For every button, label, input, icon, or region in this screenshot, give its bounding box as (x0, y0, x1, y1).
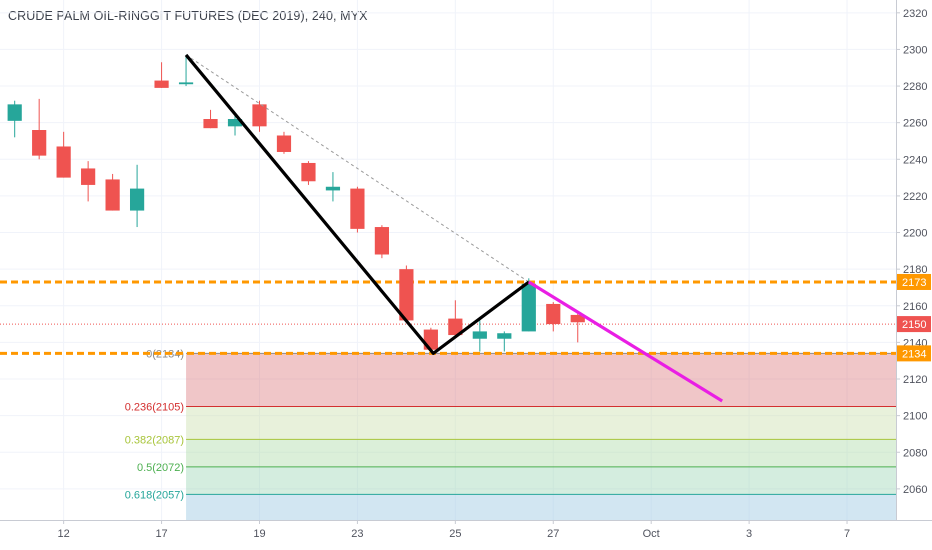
y-tick-label: 2080 (903, 447, 927, 459)
x-tick-label: 19 (253, 528, 265, 540)
candle-body (399, 269, 414, 321)
x-tick-label: 17 (155, 528, 167, 540)
fib-label: 0.236(2105) (125, 401, 184, 413)
fib-zone (186, 494, 897, 520)
y-tick-label: 2280 (903, 81, 927, 93)
horizontal-levels (0, 280, 896, 355)
candle-body (129, 188, 145, 211)
x-tick-label: 25 (449, 528, 461, 540)
drawings (184, 53, 724, 403)
y-tick-label: 2100 (903, 411, 927, 423)
candle-body (325, 186, 341, 191)
grid (0, 0, 896, 520)
y-tick-label: 2200 (903, 228, 927, 240)
x-tick-label: 23 (351, 528, 363, 540)
fibonacci-retracement: 0(2134)0.236(2105)0.382(2087)0.5(2072)0.… (125, 348, 897, 520)
candle-body (56, 146, 71, 178)
candle-body (350, 188, 365, 229)
price-tag (897, 345, 931, 362)
y-tick-label: 2120 (903, 374, 927, 386)
price-tag-label: 2134 (902, 348, 926, 360)
fib-label: 0.382(2087) (125, 434, 184, 446)
y-tick-label: 2160 (903, 301, 927, 313)
candle-body (32, 130, 47, 156)
candle-body (301, 162, 316, 182)
candle-body (448, 318, 463, 336)
x-tick-label: Oct (643, 528, 660, 540)
x-tick-label: 7 (844, 528, 850, 540)
y-tick-label: 2220 (903, 191, 927, 203)
fib-zone (186, 406, 897, 440)
y-tick-label: 2320 (903, 8, 927, 20)
trendline-magenta (527, 280, 724, 403)
y-tick-label: 2060 (903, 484, 927, 496)
candle-body (178, 82, 194, 85)
candle-body (81, 168, 96, 185)
candle-body (252, 104, 267, 127)
fib-label: 0.5(2072) (137, 462, 184, 474)
candles (7, 54, 585, 352)
candle-body (105, 179, 120, 211)
fib-zone (186, 439, 897, 467)
candle-body (521, 283, 536, 332)
price-tag-label: 2150 (902, 319, 926, 331)
price-tag (897, 273, 931, 290)
trendline-dashed (185, 54, 530, 283)
candle-body (546, 303, 561, 325)
candle-body (227, 119, 243, 127)
fib-zone (186, 466, 897, 495)
y-tick-label: 2240 (903, 154, 927, 166)
candle-body (374, 227, 390, 255)
fib-zone (186, 353, 897, 407)
candle-body (276, 135, 292, 152)
x-tick-label: 3 (746, 528, 752, 540)
candle-body (570, 314, 585, 323)
y-tick-label: 2180 (903, 264, 927, 276)
candle-body (497, 333, 512, 339)
x-tick-label: 12 (58, 528, 70, 540)
y-tick-label: 2260 (903, 118, 927, 130)
price-tag-label: 2173 (902, 277, 926, 289)
candle-body (7, 104, 22, 121)
time-axis-bg (0, 520, 932, 550)
trendline-black (184, 53, 530, 355)
price-tag (897, 316, 931, 333)
candle-body (472, 331, 487, 339)
candle-body (154, 80, 169, 88)
fib-label: 0.618(2057) (125, 489, 184, 501)
candle-body (203, 119, 218, 129)
x-tick-label: 27 (547, 528, 559, 540)
y-tick-label: 2300 (903, 44, 927, 56)
